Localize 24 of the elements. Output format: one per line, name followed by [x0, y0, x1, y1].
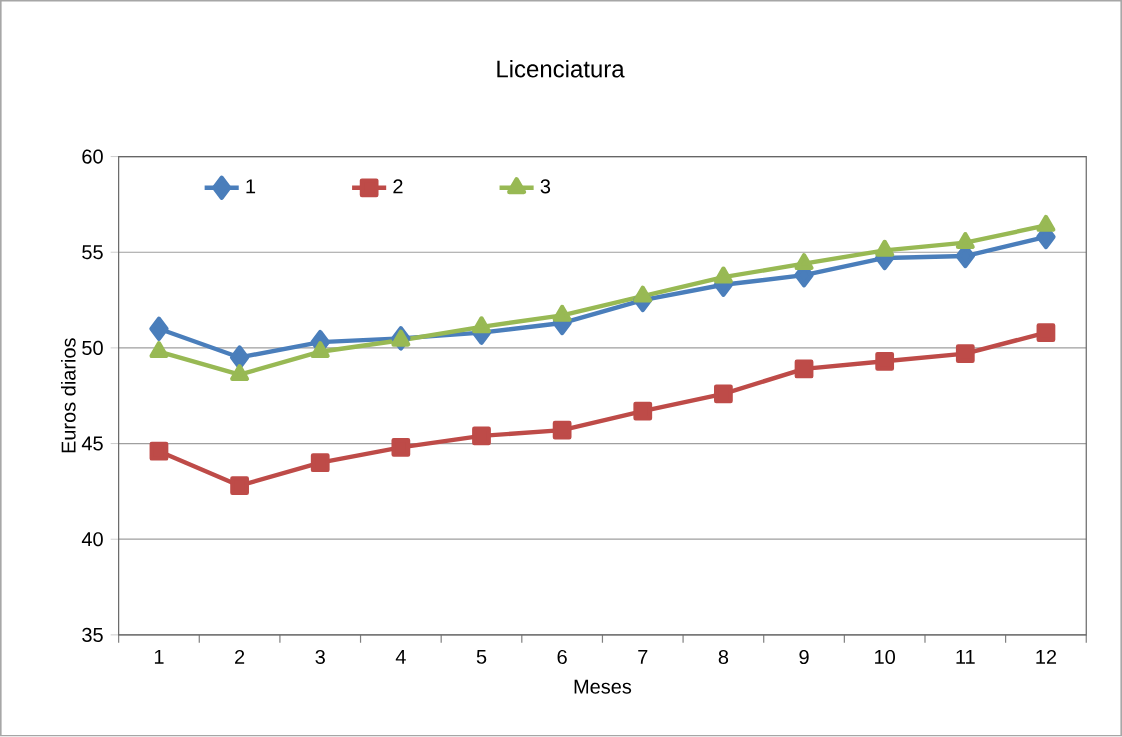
y-tick-label: 45 — [81, 436, 103, 451]
x-tick-label: 6 — [557, 650, 567, 665]
legend-label: 3 — [540, 179, 551, 194]
x-axis-title: Meses — [574, 680, 632, 694]
x-tick-label: 8 — [718, 650, 729, 665]
y-axis-title: Euros diarios — [60, 338, 76, 453]
y-tick-label: 35 — [82, 628, 103, 643]
x-tick-label: 3 — [315, 650, 325, 665]
x-tick-label: 5 — [476, 650, 487, 665]
x-tick-label: 12 — [1036, 650, 1057, 665]
y-tick-label: 60 — [82, 149, 103, 164]
x-tick-label: 1 — [154, 650, 164, 664]
x-tick-label: 2 — [235, 650, 245, 665]
x-tick-label: 7 — [638, 650, 648, 664]
x-tick-label: 9 — [799, 650, 809, 665]
y-tick-label: 55 — [82, 245, 103, 260]
y-tick-label: 40 — [81, 532, 103, 547]
legend-label: 2 — [393, 179, 403, 194]
chart-title: Licenciatura — [497, 60, 625, 78]
x-tick-label: 10 — [875, 650, 895, 665]
x-tick-label: 11 — [956, 650, 975, 664]
x-tick-label: 4 — [395, 650, 406, 664]
y-tick-label: 50 — [82, 341, 103, 356]
legend-label: 1 — [246, 179, 256, 194]
